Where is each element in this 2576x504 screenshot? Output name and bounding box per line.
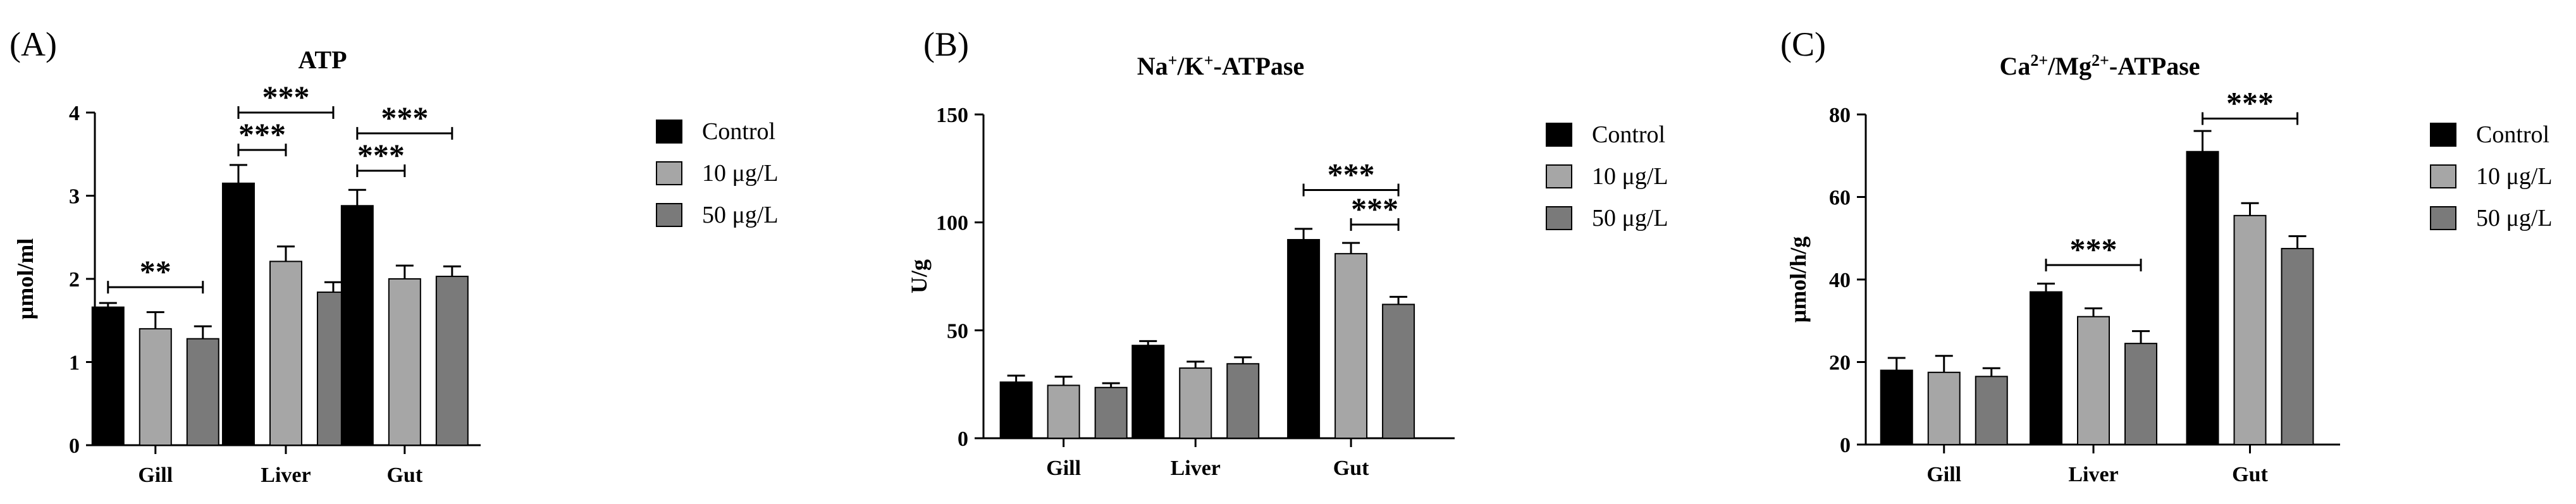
significance-label: *** <box>357 137 405 173</box>
y-tick-label: 50 <box>947 319 968 343</box>
x-tick-label: Liver <box>1171 457 1221 480</box>
legend-swatch <box>1546 123 1572 147</box>
y-tick-label: 0 <box>69 434 80 458</box>
x-tick-label: Liver <box>261 464 311 487</box>
chart-title: ATP <box>298 46 347 74</box>
bar <box>1382 304 1415 439</box>
bar <box>1927 371 1961 445</box>
chart-title: Na+/K+-ATPase <box>1137 51 1304 81</box>
significance-label: *** <box>2070 231 2117 267</box>
bar <box>1094 386 1128 439</box>
significance-label: ** <box>140 254 171 289</box>
bar <box>2030 291 2062 446</box>
y-tick-label: 1 <box>69 352 80 375</box>
bar <box>2233 214 2267 445</box>
panel-label: (A) <box>9 25 57 63</box>
bar <box>221 182 255 446</box>
legend-swatch <box>1546 206 1572 230</box>
x-tick-label: Gill <box>1926 463 1961 486</box>
legend-entry: Control <box>2476 121 2549 148</box>
bar <box>1334 253 1368 439</box>
legend-swatch <box>656 203 682 227</box>
y-tick-label: 0 <box>958 427 968 451</box>
legend-entry: 50 μg/L <box>702 202 779 228</box>
legend-swatch <box>1546 164 1572 188</box>
y-tick-label: 100 <box>936 212 968 235</box>
y-tick-label: 3 <box>69 185 80 209</box>
bar <box>1287 238 1321 439</box>
y-tick-label: 2 <box>69 268 80 292</box>
y-tick-label: 40 <box>1829 269 1851 292</box>
legend-entry: 50 μg/L <box>1592 205 1668 231</box>
chart-title: Ca2+/Mg2+-ATPase <box>1999 51 2200 81</box>
legend-entry: 10 μg/L <box>2476 163 2553 190</box>
x-tick-label: Liver <box>2068 463 2118 486</box>
bar <box>1179 367 1212 439</box>
panel-label: (C) <box>1780 25 1826 63</box>
y-tick-label: 60 <box>1829 187 1851 210</box>
y-tick-label: 4 <box>69 102 80 125</box>
legend-entry: Control <box>1592 121 1665 148</box>
legend-entry: 10 μg/L <box>702 160 779 187</box>
bar <box>1131 345 1165 439</box>
legend-swatch <box>656 120 682 144</box>
significance-label: *** <box>2226 85 2274 121</box>
y-axis-label: μmol/ml <box>13 238 38 319</box>
significance-label: *** <box>238 116 286 152</box>
y-tick-label: 150 <box>936 104 968 127</box>
legend-swatch <box>2430 206 2456 230</box>
bar <box>2281 248 2314 445</box>
x-tick-label: Gut <box>1333 457 1369 480</box>
chart-panel-c: (C) Ca2+/Mg2+-ATPase μmol/h/g 0 20 40 60 80 Gill… <box>1780 25 2553 486</box>
panel-label: (B) <box>923 25 969 63</box>
x-tick-label: Gill <box>1046 457 1081 480</box>
bar <box>1047 384 1080 439</box>
significance-label: *** <box>381 100 428 135</box>
chart-panel-b: (B) Na+/K+-ATPase U/g 0 50 100 150 Gill Liver Gut… <box>906 25 1668 480</box>
x-tick-label: Gut <box>386 464 422 487</box>
bar <box>139 328 172 446</box>
significance-label: *** <box>1351 191 1398 226</box>
bar <box>1975 376 2008 446</box>
bar <box>1880 369 1913 445</box>
x-tick-label: Gut <box>2232 463 2268 486</box>
x-tick-label: Gill <box>138 464 173 487</box>
legend-swatch <box>2430 164 2456 188</box>
significance-label: *** <box>1328 156 1375 192</box>
bar <box>1226 363 1260 439</box>
y-tick-label: 20 <box>1829 352 1851 375</box>
y-axis-label: U/g <box>906 259 932 293</box>
bar <box>388 278 421 446</box>
legend-entry: 10 μg/L <box>1592 163 1668 190</box>
bar <box>91 306 125 446</box>
y-tick-label: 80 <box>1829 104 1851 127</box>
legend-entry: Control <box>702 118 775 145</box>
bar <box>340 205 374 446</box>
bar <box>999 381 1033 439</box>
significance-label: *** <box>262 79 309 114</box>
bar <box>435 276 469 446</box>
y-axis-label: μmol/h/g <box>1785 237 1811 323</box>
bar <box>2186 151 2219 445</box>
legend-swatch <box>2430 123 2456 147</box>
bar <box>269 261 302 446</box>
bar <box>2124 343 2157 446</box>
legend-swatch <box>656 161 682 185</box>
bar <box>2077 316 2110 445</box>
legend-entry: 50 μg/L <box>2476 205 2553 231</box>
y-tick-label: 0 <box>1840 434 1851 457</box>
bar <box>186 338 219 446</box>
